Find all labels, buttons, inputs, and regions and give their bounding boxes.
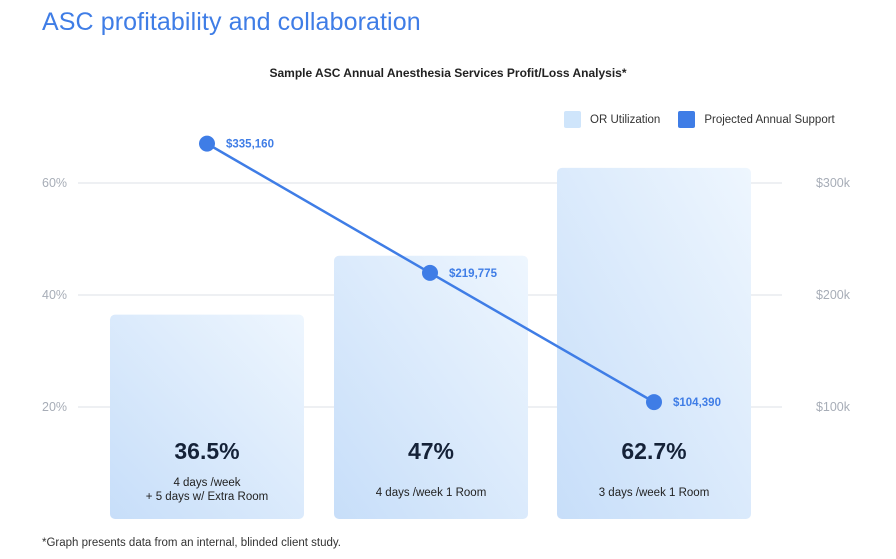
line-data-label: $219,775 (449, 268, 498, 280)
y-left-tick-label: 20% (42, 400, 67, 414)
bar-or-utilization (334, 255, 528, 520)
bar-category-label: + 5 days w/ Extra Room (146, 491, 268, 503)
footnote: *Graph presents data from an internal, b… (42, 537, 341, 549)
page-title: ASC profitability and collaboration (42, 8, 421, 36)
y-left-tick-label: 60% (42, 176, 67, 190)
bar-value-label: 47% (408, 438, 454, 464)
line-data-label: $104,390 (673, 397, 721, 409)
line-point (646, 394, 662, 411)
line-point (199, 135, 215, 152)
bar-or-utilization (557, 167, 751, 519)
bar-value-label: 36.5% (174, 438, 239, 464)
bar-or-utilization (110, 314, 304, 519)
legend-label: Projected Annual Support (704, 113, 835, 126)
bar-category-label: 3 days /week 1 Room (599, 487, 710, 499)
bar-category-label: 4 days /week 1 Room (376, 487, 487, 499)
bar-category-label: 4 days /week (173, 477, 240, 489)
legend-label: OR Utilization (590, 113, 661, 126)
legend-item-or-utilization[interactable]: OR Utilization (564, 111, 660, 128)
legend-item-projected-annual-support[interactable]: Projected Annual Support (678, 111, 835, 128)
line-data-label: $335,160 (226, 139, 274, 151)
chart-title: Sample ASC Annual Anesthesia Services Pr… (269, 66, 627, 80)
y-right-tick-label: $100k (816, 400, 851, 414)
y-left-tick-label: 40% (42, 288, 67, 302)
legend-swatch-dark (678, 111, 696, 128)
line-point (422, 264, 438, 281)
chart-legend: OR Utilization Projected Annual Support (564, 111, 835, 128)
y-right-tick-label: $300k (816, 176, 851, 190)
y-right-tick-label: $200k (816, 288, 851, 302)
legend-swatch-light (564, 111, 581, 128)
bar-value-label: 62.7% (621, 438, 686, 464)
